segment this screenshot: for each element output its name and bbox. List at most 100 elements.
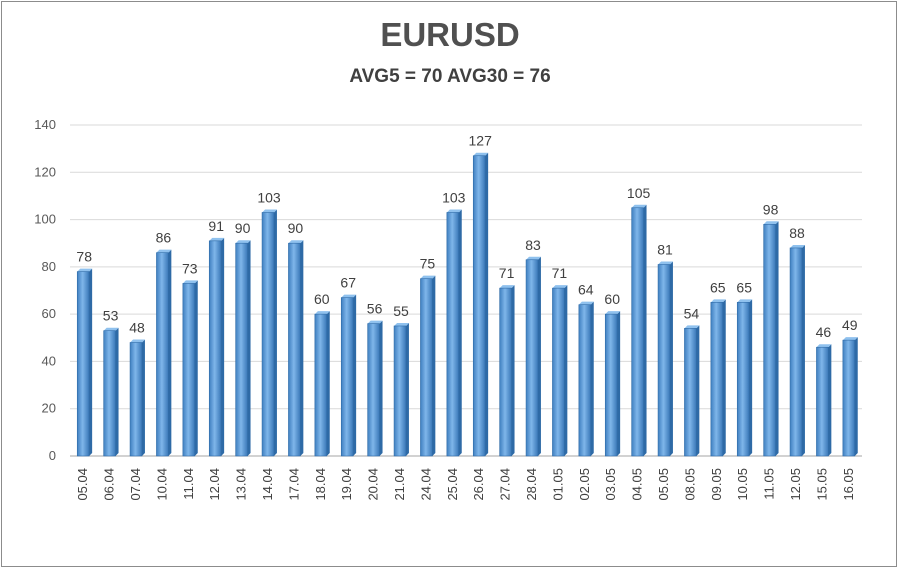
x-tick-label: 14.04 [260,468,275,501]
x-tick-label: 10.04 [154,468,169,501]
bar-top [420,275,436,279]
bar-side [722,299,726,456]
bar [367,323,380,457]
bar [208,240,222,457]
bar-side [669,261,673,456]
x-tick-label: 05.05 [656,468,671,501]
y-tick-label: 140 [34,117,56,132]
bar-top [790,244,805,248]
bar-side [643,204,647,456]
x-tick-label: 21.04 [392,468,407,501]
data-label: 91 [208,218,224,234]
x-tick-label: 12.05 [788,468,803,501]
bar [472,155,486,457]
bar-side [854,337,858,456]
y-tick-label: 20 [42,401,56,416]
x-tick-label: 28.04 [524,468,539,501]
bar-top [816,344,832,348]
x-tick-label: 26.04 [471,468,486,501]
data-label: 81 [657,241,673,257]
y-tick-label: 60 [42,306,56,321]
bar-top [156,249,172,253]
bar-side [141,339,145,456]
x-tick-label: 05.04 [75,468,90,501]
x-tick-label: 24.04 [418,468,433,501]
bar-side [115,327,119,456]
x-tick-label: 09.05 [709,468,724,501]
x-tick-label: 03.05 [603,468,618,501]
x-tick-label: 08.05 [682,468,697,501]
x-tick-label: 07.04 [128,468,143,501]
bar-top [130,339,145,343]
bar [420,278,433,457]
data-label: 86 [156,230,172,246]
bar [76,271,90,457]
bar-top [288,240,304,244]
data-label: 65 [736,279,752,295]
bar-top [103,327,119,331]
bar-side [617,311,621,456]
bar [763,224,776,457]
data-label: 73 [182,260,198,276]
bar-side [775,221,779,456]
bar-top [77,268,93,272]
data-label: 48 [129,320,145,336]
data-label: 103 [442,189,466,205]
bar-top [182,280,198,284]
x-tick-label: 27.04 [498,468,513,501]
data-label: 60 [604,291,620,307]
x-tick-label: 11.04 [181,468,196,500]
bar-side [564,285,568,456]
bar-top [235,240,251,244]
bar-top [367,320,383,324]
bar [789,247,803,457]
x-tick-label: 17.04 [286,468,301,501]
bar-top [341,294,357,298]
data-label: 98 [763,201,779,217]
bar-top [684,325,700,329]
x-tick-label: 13.04 [234,468,249,501]
bar-side [511,285,515,456]
bar [261,212,275,457]
x-tick-label: 12.04 [207,468,222,501]
data-label: 105 [627,185,651,201]
x-tick-label: 15.05 [814,468,829,501]
x-tick-label: 20.04 [366,468,381,501]
bar [103,330,116,457]
data-label: 49 [842,317,858,333]
bar-top [526,256,541,260]
bar [446,212,460,457]
bar-side [749,299,753,456]
data-label: 53 [103,308,119,324]
data-label: 71 [552,265,568,281]
bar-side [537,256,541,456]
bar-top [394,322,409,326]
bar-top [314,311,330,315]
x-tick-label: 25.04 [445,468,460,501]
bar-top [209,237,225,241]
bar-top [499,285,515,289]
data-label: 55 [393,303,409,319]
bar [552,287,565,457]
bar-side [221,237,225,456]
bar-top [631,204,647,208]
bar-side [379,320,383,456]
y-tick-label: 120 [34,164,56,179]
bar-side [89,268,93,456]
bar [156,252,169,457]
bar [657,264,671,457]
bar [235,242,248,457]
x-tick-label: 01.05 [550,468,565,501]
data-label: 90 [288,220,304,236]
bar [129,342,143,457]
x-tick-label: 02.05 [577,468,592,501]
data-label: 54 [684,305,700,321]
gridlines [70,124,862,457]
bar [288,242,301,457]
bars [76,152,858,457]
x-tick-label: 19.04 [339,468,354,501]
bar [499,287,512,457]
data-labels: 78 53 48 86 73 91 90 103 90 60 67 56 55 75 103 127 71 83 7… [76,133,857,341]
bar [604,313,618,457]
chart-subtitle: AVG5 = 70 AVG30 = 76 [349,66,551,87]
